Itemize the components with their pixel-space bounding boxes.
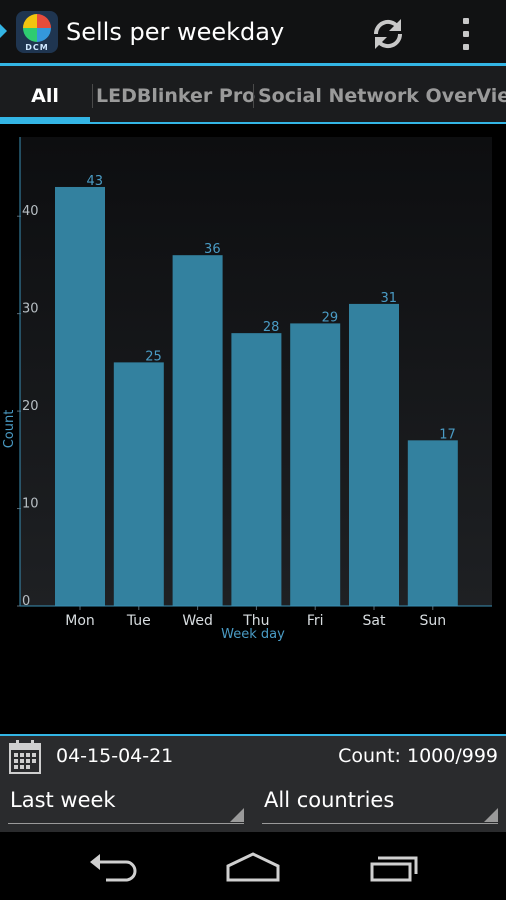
bar-thu xyxy=(231,333,282,606)
dropdown-triangle-icon xyxy=(230,808,244,822)
y-tick-label: 40 xyxy=(22,204,39,219)
action-bar: DCM Sells per weekday xyxy=(0,0,506,66)
app-logo-text: DCM xyxy=(25,43,49,52)
tab-divider xyxy=(92,84,93,108)
tab-all[interactable]: All xyxy=(0,66,90,124)
filter-panel: 04-15-04-21 Count: 1000/999 Last week Al… xyxy=(0,734,506,832)
overflow-dot xyxy=(463,44,469,50)
bar-value-label: 17 xyxy=(439,427,456,442)
x-tick-label: Sat xyxy=(363,613,386,629)
bar-value-label: 31 xyxy=(380,291,397,306)
overflow-menu-button[interactable] xyxy=(452,14,480,54)
country-select[interactable]: All countries xyxy=(262,788,498,824)
bar-value-label: 25 xyxy=(145,349,162,364)
tab-ledblinker-pro[interactable]: LEDBlinker Pro xyxy=(96,85,256,107)
pie-chart-icon xyxy=(23,14,51,42)
date-range-text: 04-15-04-21 xyxy=(56,745,174,767)
x-tick-label: Fri xyxy=(307,613,324,629)
bar-value-label: 43 xyxy=(86,174,103,189)
y-axis-label: Count xyxy=(2,410,17,449)
recent-apps-icon xyxy=(370,856,418,882)
bar-sat xyxy=(349,303,399,606)
overflow-dot xyxy=(463,18,469,24)
x-axis-label: Week day xyxy=(221,627,285,642)
dropdown-triangle-icon xyxy=(484,808,498,822)
tab-social-network-overview[interactable]: Social Network OverView xyxy=(258,85,506,107)
x-tick-label: Mon xyxy=(65,613,95,629)
page-title: Sells per weekday xyxy=(66,18,285,46)
calendar-icon[interactable] xyxy=(9,740,41,774)
count-text: Count: 1000/999 xyxy=(338,745,498,767)
calendar-icon-svg xyxy=(9,740,41,774)
x-tick-label: Wed xyxy=(182,613,213,629)
bar-value-label: 28 xyxy=(263,320,280,335)
bar-chart: 0 10 20 30 40 43 25 36 28 29 31 17 Mon Tue Wed Thu Fri… xyxy=(2,137,492,642)
bar-wed xyxy=(172,255,223,607)
refresh-icon xyxy=(373,19,403,49)
back-icon xyxy=(90,854,137,882)
tab-bar: All LEDBlinker Pro Social Network OverVi… xyxy=(0,66,506,124)
y-tick-label: 20 xyxy=(22,399,39,414)
refresh-button[interactable] xyxy=(368,14,408,54)
recent-apps-button[interactable] xyxy=(364,846,424,886)
back-button[interactable] xyxy=(82,846,142,886)
home-icon xyxy=(226,852,280,882)
app-logo-icon[interactable]: DCM xyxy=(16,11,58,53)
bar-value-label: 29 xyxy=(322,310,339,325)
overflow-dot xyxy=(463,31,469,37)
x-tick-label: Thu xyxy=(242,613,269,629)
bar-sun xyxy=(407,440,458,606)
tab-divider xyxy=(253,84,254,108)
y-tick-label: 0 xyxy=(22,594,30,609)
home-button[interactable] xyxy=(223,846,283,886)
y-tick-label: 30 xyxy=(22,302,39,317)
bar-tue xyxy=(113,362,164,606)
navigation-bar xyxy=(0,832,506,900)
period-select-value: Last week xyxy=(10,788,116,812)
y-tick-label: 10 xyxy=(22,497,39,512)
bar-value-label: 36 xyxy=(204,242,221,257)
chart-area: 0 10 20 30 40 43 25 36 28 29 31 17 Mon Tue Wed Thu Fri… xyxy=(0,124,506,734)
country-select-value: All countries xyxy=(264,788,395,812)
period-select[interactable]: Last week xyxy=(8,788,244,824)
up-indicator-icon xyxy=(0,24,7,38)
x-tick-label: Sun xyxy=(419,613,446,629)
bar-fri xyxy=(290,323,341,606)
x-tick-label: Tue xyxy=(126,613,151,629)
bar-mon xyxy=(55,186,105,606)
